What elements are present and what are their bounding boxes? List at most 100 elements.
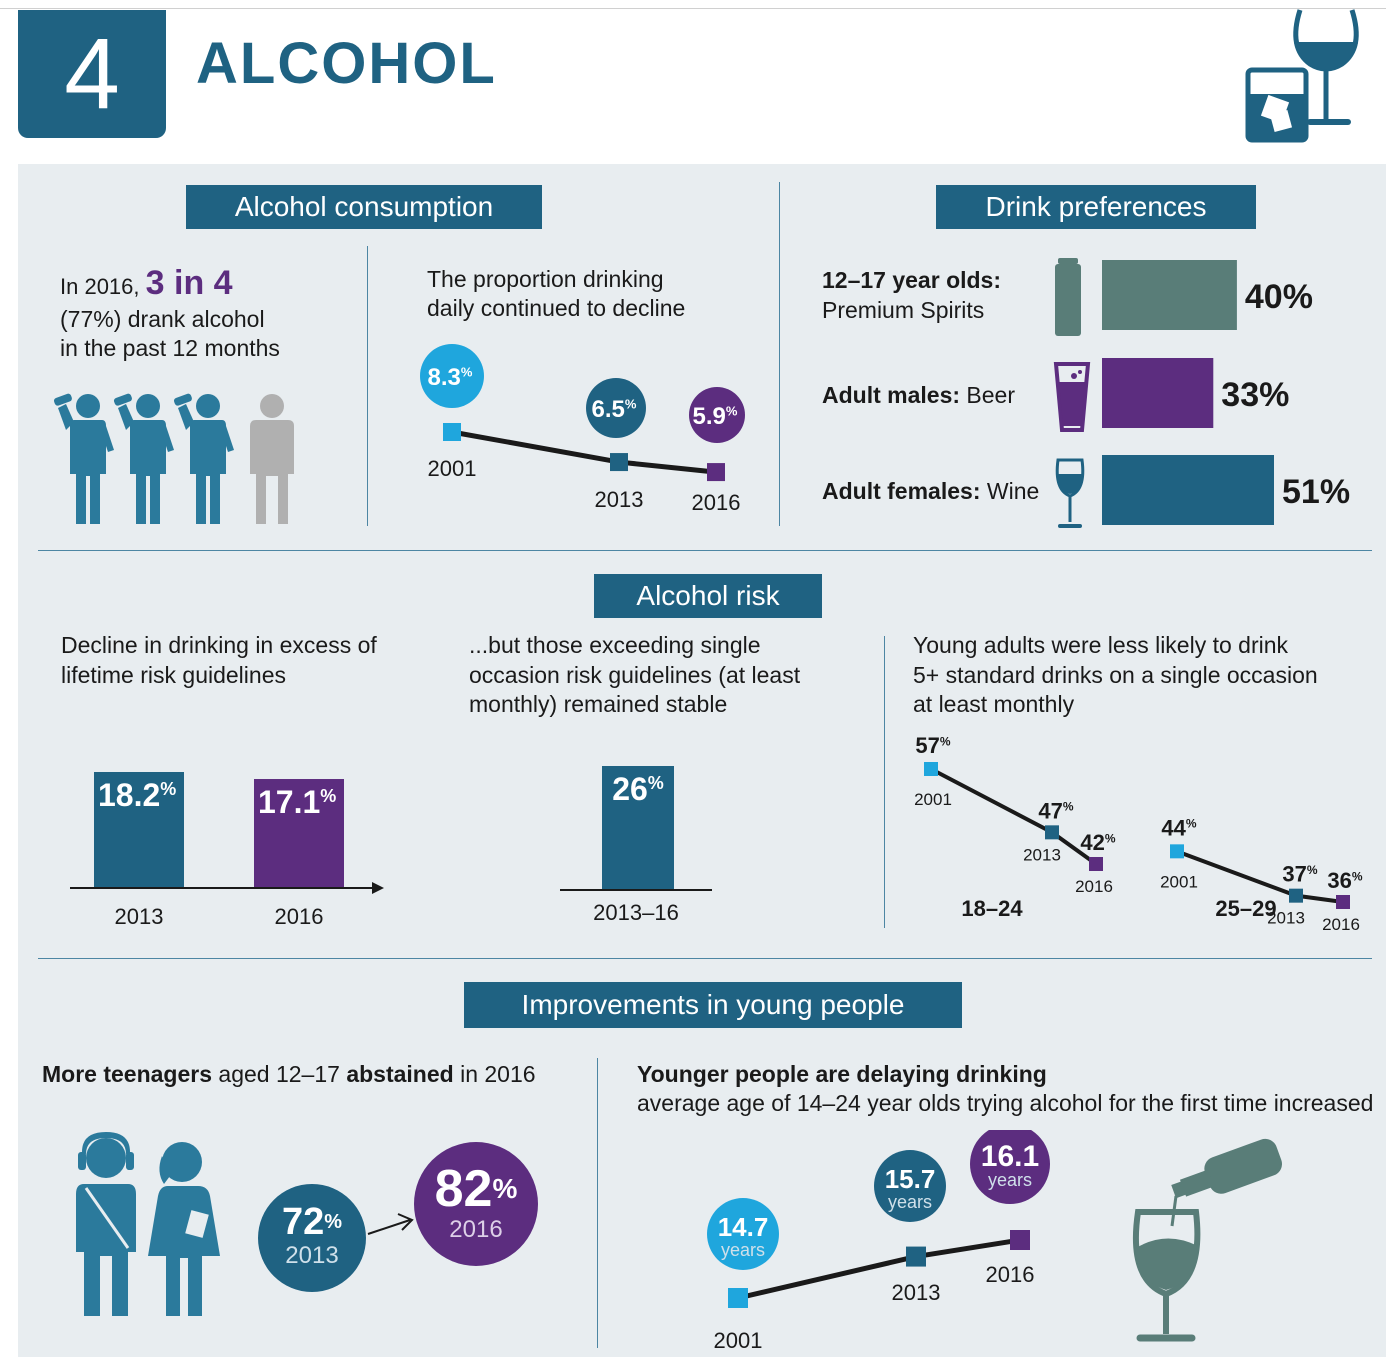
abstain-title-part: aged 12–17 [212,1061,347,1087]
pref-label-females: Adult females: Wine [822,476,1039,506]
young-value-label: 57% [915,733,950,758]
lifetime-bar [254,779,344,888]
drinker-figure-icon [53,392,114,524]
abstain-year-2016: 2016 [449,1216,503,1243]
lifetime-risk-chart: 18.2% 2013 17.1% 2016 [70,772,384,929]
single-title-3: monthly) remained stable [469,691,728,717]
pref-bar [1102,260,1237,330]
lifetime-year-label: 2016 [275,904,324,929]
abstain-circle-2013: 72% 2013 [258,1184,366,1292]
age-year-label: 2016 [986,1262,1035,1287]
divider [367,246,368,526]
axis-arrow-icon [372,882,384,894]
single-title-2: occasion risk guidelines (at least [469,662,801,688]
teenagers-icon [76,1132,220,1316]
age-bubble [970,1130,1050,1204]
wine-glass-icon [1055,458,1085,528]
lifetime-title-1: Decline in drinking in excess of [61,632,377,658]
daily-year-label: 2013 [595,487,644,512]
age-point [906,1246,926,1267]
daily-year-label: 2016 [692,490,741,515]
divider [597,1058,598,1348]
divider [38,958,1372,959]
section-number-badge: 4 [18,10,166,138]
young-point [1336,895,1350,909]
top-rule [0,8,1386,9]
pref-label-males: Adult males: Beer [822,380,1015,410]
pref-bar [1102,358,1214,428]
young-year-label: 2001 [914,790,952,809]
abstain-circle-2016: 82% 2016 [414,1142,538,1266]
abstain-value-2016: 82% [414,1162,538,1216]
divider [38,550,1372,551]
pct-sign: % [492,1173,518,1204]
young-year-label: 2001 [1160,872,1198,891]
pref-drink: Premium Spirits [822,297,985,323]
daily-drinking-chart: 8.3% 2001 6.5% 2013 5.9% 2016 [420,344,745,515]
abstain-value: 82 [434,1160,493,1218]
lead-prefix: In 2016, [60,274,146,299]
age-year-label: 2001 [714,1328,763,1353]
section-header-preferences: Drink preferences [936,185,1256,229]
age-value-label: 15.7 [885,1164,936,1194]
drinker-figure-icon [173,392,234,524]
abstain-title-part: abstained [346,1061,454,1087]
young-line [1176,849,1344,904]
daily-year-label: 2001 [428,456,477,481]
daily-value-label: 5.9% [693,403,738,430]
age-value-label: 14.7 [718,1212,769,1242]
abstain-title-part: in 2016 [453,1061,536,1087]
age-bubble [874,1150,946,1222]
daily-bubble [586,378,646,438]
young-year-label: 2016 [1322,915,1360,932]
age-line [737,1237,1021,1301]
single-bar [602,766,674,890]
lifetime-value-label: 18.2% [98,777,176,813]
single-value-label: 26% [612,771,664,807]
pref-value-label: 40% [1245,278,1313,316]
pref-label-teens: 12–17 year olds: Premium Spirits [822,265,1001,325]
pref-bar [1102,455,1274,525]
young-line [930,767,1098,866]
section-header-young: Improvements in young people [464,982,962,1028]
lifetime-value-label: 17.1% [258,784,336,820]
daily-line [451,429,717,475]
daily-bubble [689,387,745,443]
pref-group: Adult males: [822,382,961,408]
lead-line-2: (77%) drank alcohol [60,306,265,332]
pref-value-label: 51% [1282,473,1350,511]
age-bubble [707,1198,779,1270]
abstain-year-2013: 2013 [285,1242,339,1269]
section-header-risk: Alcohol risk [594,574,822,618]
page-title: ALCOHOL [196,31,497,96]
daily-point [443,423,461,441]
abstain-title: More teenagers aged 12–17 abstained in 2… [42,1059,536,1089]
age-years-label: years [721,1240,765,1260]
tumbler-and-wine-glass-icon [1245,9,1359,143]
daily-title-2: daily continued to decline [427,295,686,321]
lifetime-title-2: lifetime risk guidelines [61,662,286,688]
drink-preferences-chart: 40% 33% 51% [1102,260,1350,525]
age-value-label: 16.1 [981,1140,1039,1173]
lifetime-year-label: 2013 [115,904,164,929]
young-point [1089,857,1103,871]
young-group-label: 25–29 [1215,896,1276,921]
consumption-lead: In 2016, 3 in 4 [60,266,233,302]
daily-bubble [420,344,484,408]
young-value-label: 37% [1282,862,1317,887]
young-year-label: 2013 [1023,845,1061,864]
beer-glass-icon [1053,362,1091,432]
young-group-label: 18–24 [961,896,1023,921]
section-header-consumption: Alcohol consumption [186,185,542,229]
divider [884,636,885,928]
young-title-2: 5+ standard drinks on a single occasion [913,662,1318,688]
age-years-label: years [988,1170,1032,1190]
age-years-label: years [888,1192,932,1212]
single-title-1: ...but those exceeding single [469,632,761,658]
daily-value-label: 6.5% [592,396,637,423]
delay-subtitle: average age of 14–24 year olds trying al… [637,1090,1374,1116]
age-point [1010,1230,1030,1250]
daily-value-label: 8.3% [428,364,473,391]
pref-drink: Beer [966,382,1016,408]
